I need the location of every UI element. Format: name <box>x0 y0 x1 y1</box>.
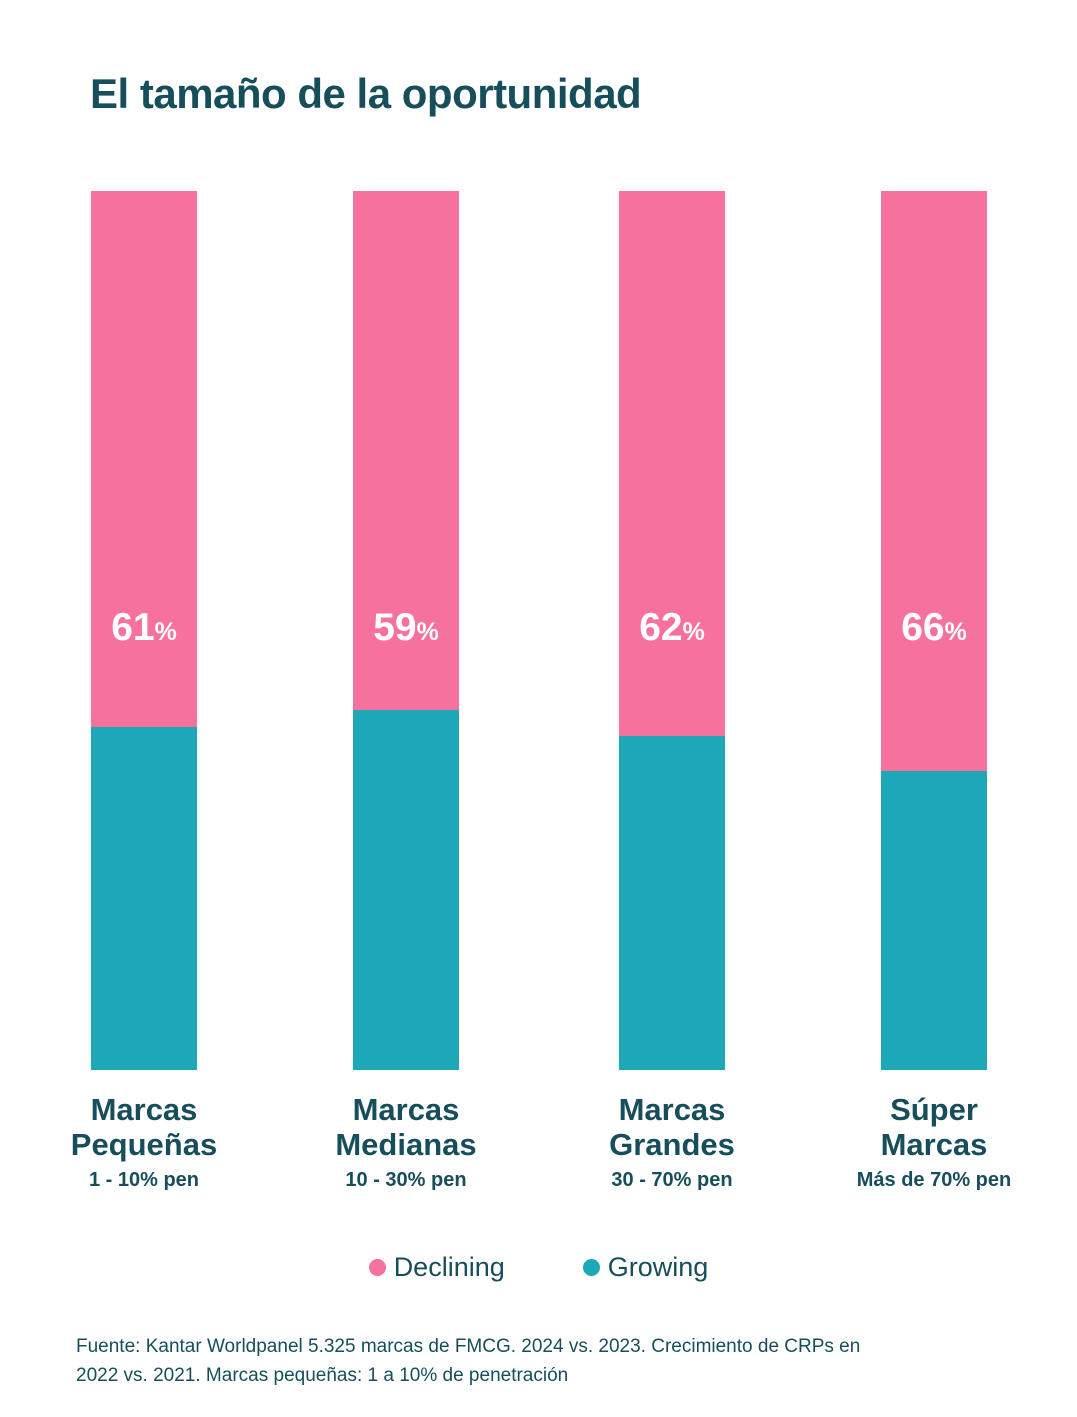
category-label-line: Marcas <box>90 1092 198 1127</box>
value-number: 41 <box>373 1079 417 1122</box>
value-number: 34 <box>901 1079 945 1122</box>
chart-title: El tamaño de la oportunidad <box>90 70 642 117</box>
value-number: 61 <box>111 606 155 649</box>
category-sublabel: 30 - 70% pen <box>611 1169 733 1191</box>
value-label-declining-marcas-grandes: 62% <box>619 604 725 660</box>
category-label-marcas-grandes: Marcas Grandes 30 - 70% pen <box>541 1092 803 1192</box>
value-number: 39 <box>111 1079 155 1122</box>
value-label-declining-marcas-medianas: 59% <box>353 604 459 660</box>
value-label-growing-marcas-pequenas: 39% <box>91 1077 197 1133</box>
value-label-growing-super-marcas: 34% <box>881 1077 987 1133</box>
value-label-declining-super-marcas: 66% <box>881 604 987 660</box>
value-label-growing-marcas-grandes: 38% <box>619 1077 725 1133</box>
source-note-line1: Fuente: Kantar Worldpanel 5.325 marcas d… <box>76 1336 861 1357</box>
bar-marcas-pequenas <box>91 191 197 1070</box>
bar-segment-growing-super-marcas <box>881 771 987 1070</box>
percent-sign: % <box>682 618 705 646</box>
source-note-line2: 2022 vs. 2021. Marcas pequeñas: 1 a 10% … <box>76 1365 569 1386</box>
legend-item-growing: Growing <box>582 1252 709 1283</box>
bar-segment-growing-marcas-pequenas <box>91 727 197 1070</box>
category-sublabel: Más de 70% pen <box>856 1169 1012 1191</box>
percent-sign: % <box>154 618 177 646</box>
value-number: 66 <box>901 606 945 649</box>
chart-legend: Declining Growing <box>0 1252 1077 1283</box>
bar-segment-growing-marcas-medianas <box>353 709 459 1070</box>
percent-sign: % <box>154 1091 177 1119</box>
category-label-marcas-pequenas: Marcas Pequeñas 1 - 10% pen <box>13 1092 275 1192</box>
bar-segment-declining-marcas-grandes <box>619 191 725 736</box>
value-number: 59 <box>373 606 417 649</box>
bar-segment-declining-marcas-medianas <box>353 191 459 710</box>
bar-segment-declining-super-marcas <box>881 191 987 772</box>
percent-sign: % <box>416 618 439 646</box>
percent-sign: % <box>682 1091 705 1119</box>
percent-sign: % <box>416 1091 439 1119</box>
legend-label-growing: Growing <box>607 1252 709 1282</box>
value-number: 38 <box>639 1079 683 1122</box>
stacked-bar-chart: 61% 39% 59% 41% 62% 38% 66% 34% <box>0 191 1077 1122</box>
category-label-line: Grandes <box>609 1127 735 1162</box>
bar-super-marcas <box>881 191 987 1070</box>
value-label-growing-marcas-medianas: 41% <box>353 1077 459 1133</box>
bar-marcas-medianas <box>353 191 459 1070</box>
bar-segment-growing-marcas-grandes <box>619 735 725 1070</box>
category-label-super-marcas: Súper Marcas Más de 70% pen <box>803 1092 1065 1192</box>
category-label-line: Marcas <box>352 1092 460 1127</box>
bar-marcas-grandes <box>619 191 725 1070</box>
category-label-line: Medianas <box>335 1127 477 1162</box>
legend-dot-declining <box>368 1259 386 1276</box>
source-note: Fuente: Kantar Worldpanel 5.325 marcas d… <box>76 1332 860 1390</box>
category-label-line: Pequeñas <box>70 1127 218 1162</box>
category-label-line: Marcas <box>880 1127 988 1162</box>
category-label-line: Súper <box>890 1092 978 1127</box>
category-label-line: Marcas <box>618 1092 726 1127</box>
category-sublabel: 10 - 30% pen <box>345 1169 467 1191</box>
percent-sign: % <box>944 618 967 646</box>
value-label-declining-marcas-pequenas: 61% <box>91 604 197 660</box>
legend-dot-growing <box>582 1259 600 1276</box>
legend-item-declining: Declining <box>368 1252 505 1283</box>
legend-label-declining: Declining <box>393 1252 505 1282</box>
category-sublabel: 1 - 10% pen <box>88 1169 200 1191</box>
bar-segment-declining-marcas-pequenas <box>91 191 197 728</box>
percent-sign: % <box>944 1091 967 1119</box>
value-number: 62 <box>639 606 683 649</box>
category-label-marcas-medianas: Marcas Medianas 10 - 30% pen <box>275 1092 537 1192</box>
